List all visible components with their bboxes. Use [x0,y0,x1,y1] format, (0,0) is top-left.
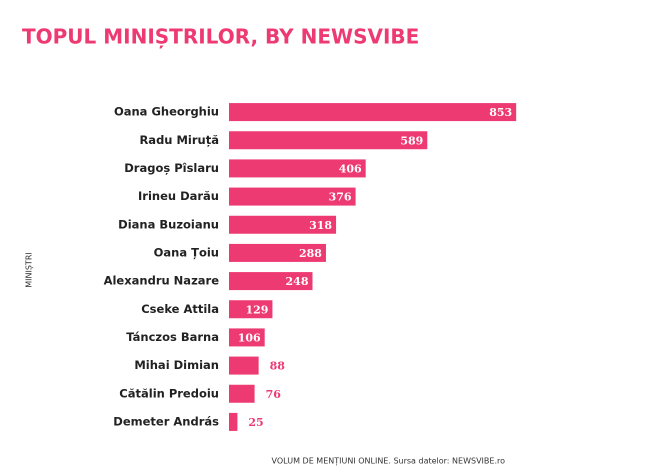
bar [229,159,366,178]
value-label: 853 [489,106,512,119]
value-label: 106 [238,331,261,344]
chart-title: TOPUL MINIȘTRILOR, BY NEWSVIBE [22,25,419,49]
value-label: 88 [270,360,286,373]
value-label: 76 [266,388,282,401]
bar [229,131,428,150]
x-axis-label: VOLUM DE MENȚIUNI ONLINE. Sursa datelor:… [272,457,506,467]
category-label: Oana Gheorghiu [114,105,219,119]
value-label: 376 [329,191,352,204]
value-label: 318 [309,219,332,232]
category-label: Mihai Dimian [134,358,219,372]
category-label: Dragoș Pîslaru [124,161,219,175]
value-label: 129 [245,303,268,316]
category-label: Diana Buzoianu [118,217,219,231]
category-label: Tánczos Barna [126,330,219,344]
bar [229,187,356,206]
bar [229,412,238,431]
bar [229,384,255,403]
category-label: Radu Miruță [139,133,219,147]
bar [229,356,259,375]
bar [229,243,326,262]
category-label: Cătălin Predoiu [119,386,219,400]
value-label: 589 [400,134,423,147]
category-label: Irineu Darău [138,189,219,203]
bar [229,103,517,122]
category-label: Oana Țoiu [154,245,219,259]
value-label: 248 [286,275,309,288]
category-label: Cseke Attila [141,302,219,316]
value-label: 406 [339,162,362,175]
bar [229,300,273,319]
category-label: Demeter András [113,414,219,428]
bar [229,328,265,347]
bar [229,272,313,291]
bar [229,215,337,234]
value-label: 25 [248,416,263,429]
category-label: Alexandru Nazare [104,274,220,288]
value-label: 288 [299,247,322,260]
y-axis-label: MINIȘTRI [25,252,35,288]
